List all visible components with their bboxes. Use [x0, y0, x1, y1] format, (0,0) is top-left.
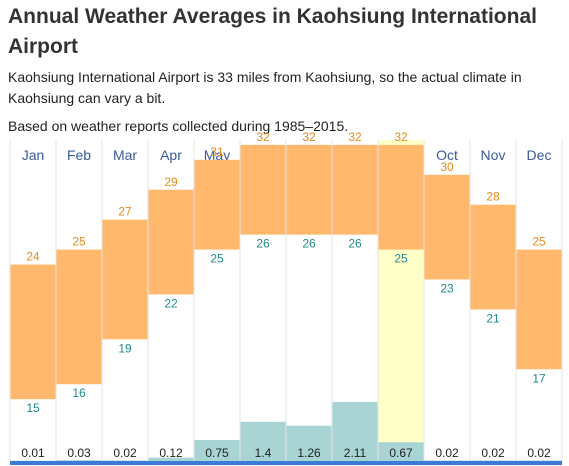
precipitation-label: 0.02 — [481, 446, 505, 460]
temperature-range-bar — [102, 219, 148, 340]
high-temp-label: 27 — [118, 205, 132, 219]
data-period-note: Based on weather reports collected durin… — [8, 118, 349, 134]
chart-baseline — [10, 461, 562, 465]
high-temp-label: 32 — [394, 130, 408, 144]
precipitation-bar — [424, 460, 470, 461]
low-temp-label: 26 — [256, 237, 270, 251]
precipitation-bar — [102, 460, 148, 461]
precipitation-bar — [56, 460, 102, 461]
temperature-range-bar — [378, 144, 424, 250]
climate-description: Kaohsiung International Airport is 33 mi… — [8, 69, 522, 106]
page-title: Annual Weather Averages in Kaohsiung Int… — [8, 5, 537, 58]
low-temp-label: 16 — [72, 386, 86, 400]
precipitation-label: 0.02 — [113, 446, 137, 460]
low-temp-label: 15 — [26, 401, 40, 415]
high-temp-label: 25 — [532, 235, 546, 249]
month-label: Mar — [113, 147, 137, 163]
temperature-range-bar — [516, 249, 562, 370]
high-temp-label: 31 — [210, 145, 224, 159]
precipitation-label: 1.26 — [297, 446, 321, 460]
precipitation-bar — [148, 457, 194, 461]
high-temp-label: 24 — [26, 250, 40, 264]
month-label: Oct — [436, 147, 458, 163]
precipitation-bar — [378, 442, 424, 461]
high-temp-label: 25 — [72, 235, 86, 249]
temperature-range-bar — [10, 264, 56, 400]
precipitation-label: 0.02 — [435, 446, 459, 460]
precipitation-bar — [332, 401, 378, 461]
high-temp-label: 29 — [164, 175, 178, 189]
precipitation-label: 0.02 — [527, 446, 551, 460]
low-temp-label: 25 — [210, 252, 224, 266]
high-temp-label: 28 — [486, 190, 500, 204]
precipitation-bar — [194, 440, 240, 461]
temperature-range-bar — [148, 189, 194, 295]
temperature-range-bar — [470, 204, 516, 310]
precipitation-label: 1.4 — [255, 446, 272, 460]
temperature-range-bar — [194, 159, 240, 250]
month-label: Apr — [160, 147, 182, 163]
precipitation-label: 0.12 — [159, 446, 183, 460]
precipitation-label: 0.75 — [205, 446, 229, 460]
temperature-range-bar — [240, 144, 286, 235]
precipitation-bar — [240, 421, 286, 461]
month-label: Nov — [481, 147, 506, 163]
precipitation-bar — [516, 460, 562, 461]
precipitation-label: 2.11 — [344, 446, 367, 460]
low-temp-label: 23 — [440, 282, 454, 296]
precipitation-label: 0.67 — [389, 446, 413, 460]
precipitation-bar — [470, 460, 516, 461]
temperature-range-bar — [332, 144, 378, 235]
low-temp-label: 17 — [532, 371, 546, 385]
low-temp-label: 22 — [164, 296, 178, 310]
low-temp-label: 25 — [394, 252, 408, 266]
low-temp-label: 26 — [302, 237, 316, 251]
temperature-range-bar — [286, 144, 332, 235]
high-temp-label: 32 — [302, 130, 316, 144]
temperature-range-bar — [424, 174, 470, 280]
month-label: Dec — [527, 147, 552, 163]
low-temp-label: 26 — [348, 237, 362, 251]
high-temp-label: 30 — [440, 160, 454, 174]
low-temp-label: 19 — [118, 341, 132, 355]
precipitation-label: 0.01 — [21, 446, 45, 460]
high-temp-label: 32 — [256, 130, 270, 144]
precipitation-bar — [286, 425, 332, 461]
month-label: Feb — [67, 147, 91, 163]
month-label: May — [204, 147, 230, 163]
low-temp-label: 21 — [486, 311, 500, 325]
month-label: Jan — [22, 147, 45, 163]
precipitation-label: 0.03 — [67, 446, 91, 460]
temperature-range-bar — [56, 249, 102, 385]
high-temp-label: 32 — [348, 130, 362, 144]
